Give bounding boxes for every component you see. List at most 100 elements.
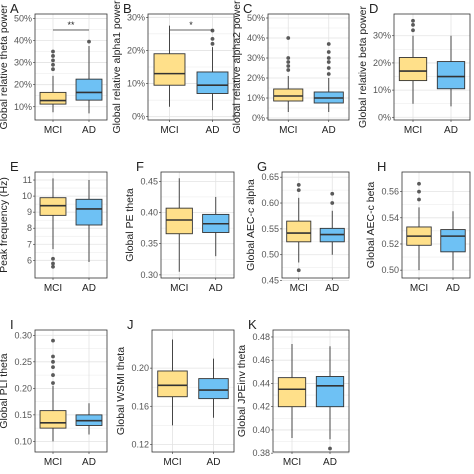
- x-tick-label: AD: [322, 125, 336, 136]
- plot-frame: [267, 13, 350, 121]
- outlier-point: [87, 39, 91, 44]
- outlier-point: [326, 42, 331, 46]
- outlier-point: [326, 66, 331, 70]
- panel-letter: B: [123, 1, 132, 16]
- x-tick-label: AD: [323, 457, 337, 468]
- y-tick-label: 0.25: [14, 357, 32, 367]
- panel-d: 0% 10% 20% 30% MCI AD Global relative beta pow…: [357, 1, 471, 136]
- y-tick-label: 0.60: [261, 198, 279, 208]
- box-iqr: [440, 229, 466, 253]
- outlier-point: [51, 58, 55, 63]
- plot-area: [402, 172, 470, 278]
- y-axis-title: Global relative alpha2 power: [231, 0, 243, 134]
- y-tick-label: 0.56: [381, 187, 399, 197]
- y-tick-label: 0.55: [261, 224, 279, 234]
- outlier-point: [417, 189, 421, 194]
- y-tick-label: 0.40: [140, 208, 158, 218]
- outlier-point: [330, 201, 335, 205]
- x-tick-label: AD: [82, 125, 96, 136]
- y-tick-label: 0.45: [261, 276, 279, 286]
- box-iqr: [39, 197, 67, 216]
- outlier-point: [51, 354, 55, 359]
- y-tick-label: 10%: [127, 79, 145, 89]
- x-tick-label: MCI: [279, 125, 297, 136]
- outlier-point: [51, 373, 55, 377]
- outlier-point: [51, 49, 55, 54]
- panel-f: 0.30 0.35 0.40 0.45 MCI AD Global PE theta F: [124, 159, 235, 294]
- panel-a: 10% 20% 30% 40% 50% MCI AD Global relative thet…: [0, 1, 108, 136]
- y-tick-label: 0.46: [252, 355, 270, 365]
- outlier-point: [286, 60, 291, 64]
- outlier-point: [51, 62, 55, 67]
- y-tick-label: 0%: [252, 113, 265, 123]
- plot-frame: [34, 171, 108, 279]
- y-tick-label: 7: [27, 239, 32, 249]
- box-iqr: [39, 91, 67, 105]
- panel-i: 0.10 0.15 0.20 0.25 0.30 MCI AD Global PLI thet…: [0, 317, 108, 468]
- plot-frame: [272, 329, 350, 453]
- outlier-point: [51, 54, 55, 58]
- outlier-point: [417, 181, 421, 186]
- plot-frame: [401, 171, 471, 279]
- box-mci: [406, 181, 432, 271]
- y-tick-label: 0.40: [252, 425, 270, 435]
- y-tick-label: 0.42: [252, 402, 270, 412]
- x-tick-label: MCI: [290, 283, 308, 294]
- y-tick-label: 6: [27, 255, 32, 265]
- box-iqr: [75, 78, 103, 101]
- outlier-point: [51, 256, 55, 261]
- y-tick-label: 30%: [373, 31, 391, 41]
- y-tick-label: 0.35: [140, 239, 158, 249]
- outlier-point: [51, 264, 55, 269]
- y-tick-label: 0.20: [131, 363, 149, 373]
- y-tick-label: 0.15: [14, 410, 32, 420]
- outlier-point: [51, 261, 55, 266]
- y-tick-label: 40%: [14, 36, 32, 46]
- box-ad: [198, 358, 229, 418]
- x-tick-label: AD: [209, 283, 223, 294]
- y-tick-label: 40%: [247, 33, 265, 43]
- box-iqr: [39, 410, 67, 429]
- plot-frame: [160, 171, 235, 279]
- box-mci: [286, 183, 312, 273]
- y-tick-label: 10%: [247, 93, 265, 103]
- y-tick-label: 0.52: [381, 239, 399, 249]
- y-tick-label: 0.30: [140, 270, 158, 280]
- y-tick-label: 0.12: [131, 439, 149, 449]
- outlier-point: [296, 183, 301, 187]
- box-iqr: [198, 378, 229, 400]
- y-tick-label: 20%: [373, 58, 391, 68]
- box-iqr: [398, 57, 428, 82]
- y-tick-label: 10%: [14, 102, 32, 112]
- panel-letter: I: [10, 317, 14, 332]
- box-mci: [157, 339, 188, 426]
- plot-frame: [147, 13, 235, 121]
- panel-e: 6 7 8 9 10 11 MCI AD Peak frequency (Hz)E: [0, 159, 108, 294]
- significance-label: *: [189, 20, 193, 30]
- plot-frame: [281, 171, 350, 279]
- x-tick-label: MCI: [410, 283, 428, 294]
- box-ad: [196, 28, 229, 111]
- y-tick-label: 0.30: [14, 330, 32, 340]
- y-tick-label: 0.50: [381, 265, 399, 275]
- box-iqr: [196, 71, 229, 94]
- y-axis-title: Global AEC-c beta: [365, 182, 377, 269]
- box-mci: [277, 343, 307, 439]
- outlier-point: [210, 41, 215, 46]
- y-axis-title: Global WSMI theta: [115, 347, 127, 435]
- y-tick-label: 0.20: [14, 383, 32, 393]
- box-mci: [39, 338, 67, 442]
- outlier-point: [417, 197, 421, 202]
- box-iqr: [273, 88, 304, 102]
- outlier-point: [286, 36, 291, 40]
- significance-label: **: [67, 20, 75, 30]
- box-iqr: [286, 220, 312, 243]
- box-ad: [202, 196, 230, 257]
- box-iqr: [436, 61, 466, 90]
- outlier-point: [51, 67, 55, 72]
- outlier-point: [326, 56, 331, 60]
- outlier-point: [326, 60, 331, 64]
- box-iqr: [157, 370, 188, 398]
